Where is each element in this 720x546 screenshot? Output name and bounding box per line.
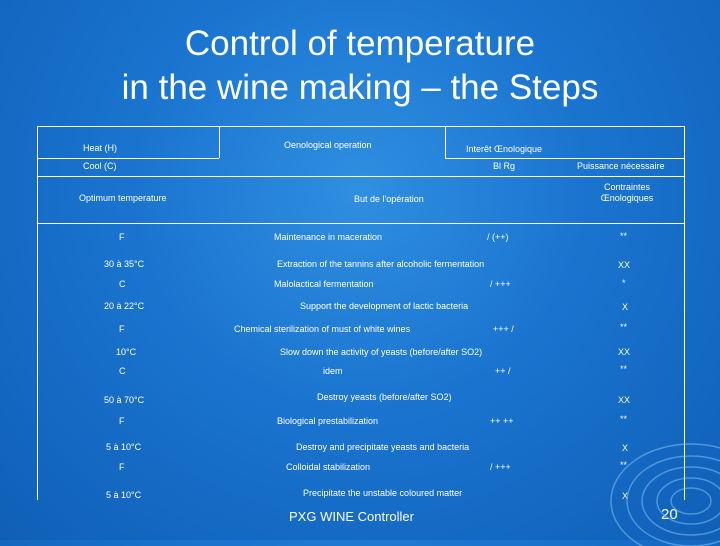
header-divider-1 xyxy=(37,158,219,159)
header-divider-2 xyxy=(445,158,685,159)
row-2-goal: Extraction of the tannins after alcoholi… xyxy=(277,259,485,269)
header-heat: Heat (H) xyxy=(83,143,118,153)
row-8-goal: Destroy yeasts (before/after SO2) xyxy=(317,392,452,402)
row-12-constraint: X xyxy=(622,491,629,501)
row-8-constraint: XX xyxy=(618,395,631,405)
header-contraintes-line-1: Contraintes xyxy=(603,182,651,192)
row-9-operation: Biological prestabilization xyxy=(277,416,379,426)
header-contraintes-line-2: Œnologiques xyxy=(600,193,654,203)
temperature-table: Heat (H) Oenological operation Interêt Œ… xyxy=(37,126,685,501)
row-11-operation: Colloidal stabilization xyxy=(286,462,371,472)
header-bl-rg: Bl Rg xyxy=(493,161,516,171)
header-interet: Interêt Œnologique xyxy=(466,144,543,154)
row-11-power: ** xyxy=(620,460,628,470)
row-3-power: * xyxy=(622,278,626,288)
row-9-power: ** xyxy=(620,414,628,424)
row-6-goal: Slow down the activity of yeasts (before… xyxy=(280,347,483,357)
row-6-constraint: XX xyxy=(618,347,631,357)
row-3-operation: Malolactical fermentation xyxy=(274,279,374,289)
row-6-temperature: 10°C xyxy=(116,347,137,357)
header-divider-4 xyxy=(37,223,685,224)
row-12-goal: Precipitate the unstable coloured matter xyxy=(303,488,463,498)
decorative-swirl-icon xyxy=(610,443,720,546)
row-3-mode: C xyxy=(119,279,126,289)
row-9-interest: ++ ++ xyxy=(490,416,514,426)
row-4-constraint: X xyxy=(622,302,629,312)
row-4-goal: Support the development of lactic bacter… xyxy=(300,301,469,311)
row-11-interest: / +++ xyxy=(490,462,511,472)
row-10-goal: Destroy and precipitate yeasts and bacte… xyxy=(296,442,470,452)
vertical-divider-2 xyxy=(445,126,446,158)
row-5-mode: F xyxy=(119,324,125,334)
row-7-power: ** xyxy=(620,364,628,374)
title-line-2: in the wine making – the Steps xyxy=(121,68,599,107)
row-2-temperature: 30 à 35°C xyxy=(104,259,145,269)
row-12-temperature: 5 à 10°C xyxy=(106,490,142,500)
row-7-mode: C xyxy=(119,366,126,376)
row-1-operation: Maintenance in maceration xyxy=(274,232,383,242)
table-border-left xyxy=(37,126,38,500)
table-border-top xyxy=(37,126,685,127)
row-1-power: ** xyxy=(620,231,628,241)
header-puissance: Puissance nécessaire xyxy=(577,161,665,171)
row-11-mode: F xyxy=(119,462,125,472)
row-7-operation: idem xyxy=(323,366,343,376)
header-but: But de l'opération xyxy=(354,194,424,204)
row-2-constraint: XX xyxy=(618,260,631,270)
table-border-right xyxy=(684,126,685,500)
row-3-interest: / +++ xyxy=(490,279,511,289)
header-oenological-operation: Oenological operation xyxy=(284,140,372,150)
header-optimum: Optimum temperature xyxy=(79,193,167,203)
slide-title: Control of temperature in the wine makin… xyxy=(0,22,720,110)
footer-caption: PXG WINE Controller xyxy=(289,509,414,524)
vertical-divider-1 xyxy=(219,126,220,158)
page-number: 20 xyxy=(661,506,678,523)
row-5-operation: Chemical sterilization of must of white … xyxy=(234,324,411,334)
header-divider-3 xyxy=(37,176,685,177)
row-8-temperature: 50 à 70°C xyxy=(104,395,145,405)
row-5-power: ** xyxy=(620,322,628,332)
row-4-temperature: 20 à 22°C xyxy=(104,301,145,311)
row-7-interest: ++ / xyxy=(495,366,511,376)
title-line-1: Control of temperature xyxy=(184,24,536,63)
row-9-mode: F xyxy=(119,416,125,426)
row-10-constraint: X xyxy=(622,443,629,453)
row-1-mode: F xyxy=(119,232,125,242)
header-cool: Cool (C) xyxy=(83,161,117,171)
row-10-temperature: 5 à 10°C xyxy=(106,442,142,452)
row-5-interest: +++ / xyxy=(493,324,514,334)
row-1-interest: / (++) xyxy=(487,232,509,242)
